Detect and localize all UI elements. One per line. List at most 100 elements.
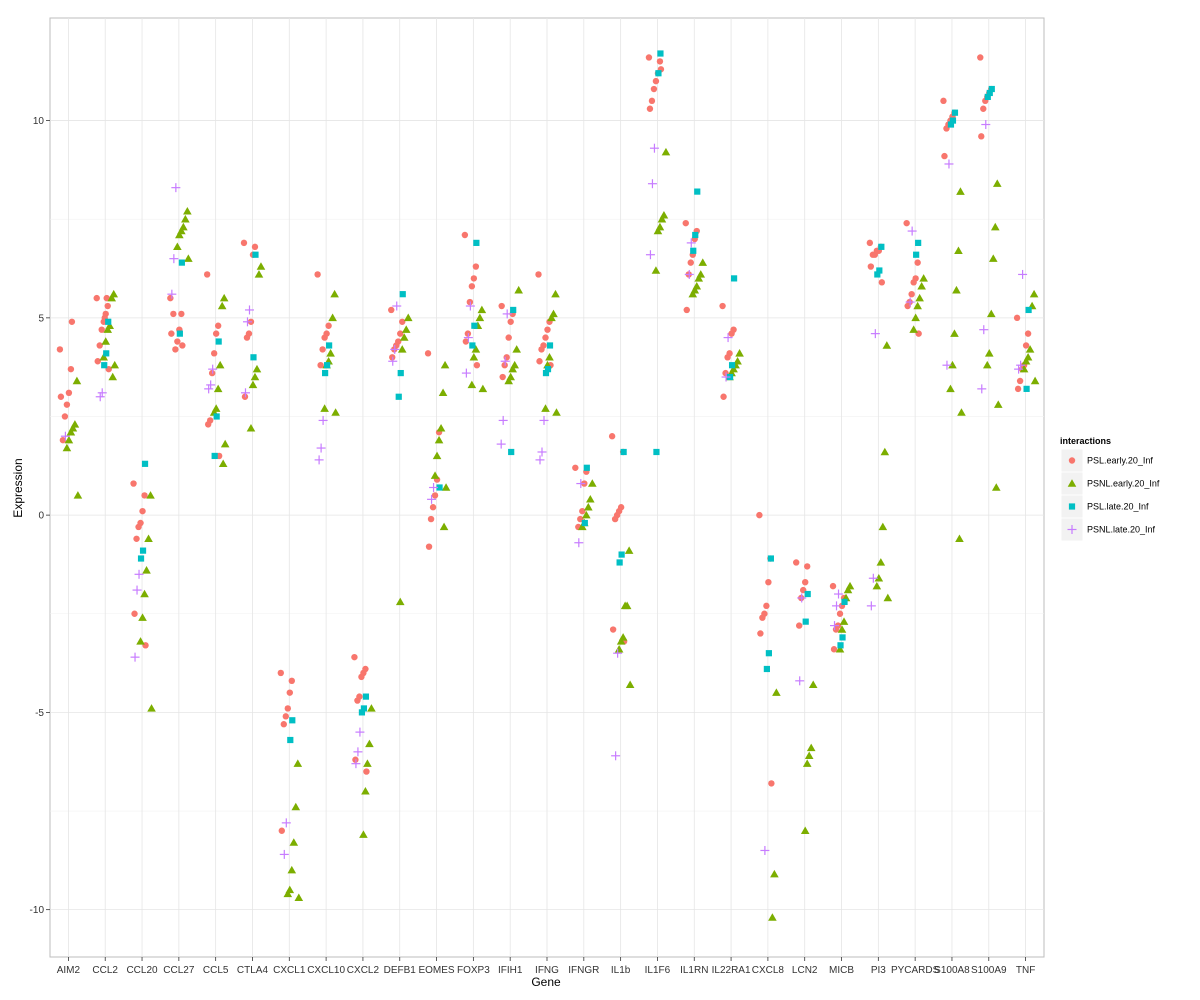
data-point bbox=[477, 305, 487, 314]
data-point bbox=[946, 384, 955, 393]
data-point bbox=[646, 105, 654, 112]
data-point bbox=[104, 302, 111, 310]
data-point bbox=[870, 329, 880, 339]
data-point bbox=[796, 622, 803, 629]
x-tick-label: IFNG bbox=[535, 965, 559, 976]
x-tick-label: CCL20 bbox=[126, 965, 158, 976]
x-tick-label: IL1b bbox=[611, 965, 631, 976]
data-point bbox=[399, 333, 409, 341]
data-point bbox=[537, 447, 547, 457]
data-point bbox=[461, 368, 471, 378]
data-point bbox=[502, 309, 512, 319]
data-point bbox=[768, 780, 775, 787]
legend-label: PSNL.early.20_Inf bbox=[1087, 479, 1160, 489]
x-tick-label: IL1RN bbox=[680, 965, 708, 976]
data-point bbox=[941, 152, 948, 160]
data-point bbox=[910, 279, 917, 286]
data-point bbox=[142, 566, 151, 574]
data-point bbox=[883, 593, 893, 602]
data-point bbox=[793, 559, 800, 566]
data-point bbox=[359, 830, 368, 838]
data-point bbox=[328, 313, 337, 322]
data-point bbox=[911, 313, 920, 322]
data-point bbox=[772, 688, 781, 696]
data-point bbox=[204, 384, 214, 394]
data-point bbox=[882, 341, 892, 349]
data-point bbox=[277, 669, 284, 677]
data-point bbox=[242, 317, 252, 327]
data-point bbox=[576, 479, 586, 489]
data-point bbox=[99, 353, 109, 361]
data-point bbox=[683, 306, 690, 314]
data-point bbox=[172, 346, 179, 353]
data-point bbox=[287, 736, 294, 744]
data-point bbox=[184, 254, 193, 262]
y-axis-title: Expression bbox=[11, 458, 25, 517]
data-point bbox=[800, 826, 810, 834]
data-point bbox=[980, 105, 987, 112]
data-point bbox=[98, 326, 105, 333]
data-point bbox=[475, 313, 485, 322]
data-point bbox=[698, 258, 708, 266]
data-point bbox=[282, 713, 289, 720]
data-point bbox=[319, 346, 326, 353]
data-point bbox=[913, 251, 920, 258]
data-point bbox=[430, 471, 440, 479]
data-point bbox=[952, 285, 961, 294]
data-point bbox=[756, 511, 763, 519]
data-point bbox=[620, 448, 627, 456]
data-point bbox=[1029, 289, 1039, 298]
data-point bbox=[1023, 385, 1030, 392]
data-point bbox=[465, 301, 475, 311]
data-point bbox=[993, 400, 1003, 408]
data-point bbox=[688, 289, 698, 298]
data-point bbox=[93, 294, 100, 302]
data-point bbox=[401, 325, 411, 333]
data-point bbox=[65, 389, 73, 397]
data-point bbox=[432, 451, 442, 460]
data-point bbox=[541, 404, 550, 412]
data-point bbox=[244, 305, 254, 315]
data-point bbox=[286, 689, 293, 696]
data-point bbox=[657, 50, 664, 57]
data-point bbox=[168, 330, 175, 337]
data-point bbox=[950, 329, 959, 337]
data-point bbox=[990, 222, 1000, 231]
data-point bbox=[625, 680, 635, 688]
data-point bbox=[620, 601, 630, 610]
data-point bbox=[1024, 330, 1032, 337]
data-point bbox=[765, 650, 772, 657]
data-point bbox=[508, 448, 515, 456]
data-point bbox=[940, 97, 947, 105]
data-point bbox=[322, 369, 329, 377]
data-point bbox=[876, 558, 886, 566]
data-point bbox=[915, 293, 924, 302]
data-point bbox=[728, 362, 736, 369]
y-tick-label: 5 bbox=[38, 313, 44, 324]
data-point bbox=[982, 360, 992, 369]
data-point bbox=[1019, 364, 1029, 373]
data-point bbox=[67, 365, 75, 373]
data-point bbox=[439, 522, 449, 531]
data-point bbox=[979, 325, 989, 335]
data-point bbox=[806, 743, 816, 752]
data-point bbox=[176, 330, 183, 337]
data-point bbox=[991, 483, 1001, 491]
data-point bbox=[804, 590, 811, 598]
data-point bbox=[613, 648, 623, 658]
data-point bbox=[539, 415, 549, 425]
data-point bbox=[839, 617, 849, 625]
legend-label: PSL.late.20_Inf bbox=[1087, 502, 1149, 512]
data-point bbox=[397, 330, 404, 337]
data-point bbox=[653, 226, 663, 235]
data-point bbox=[1022, 342, 1030, 349]
data-point bbox=[167, 294, 174, 302]
data-point bbox=[624, 546, 634, 554]
data-point bbox=[251, 243, 259, 251]
data-point bbox=[724, 354, 731, 361]
data-point bbox=[367, 704, 376, 712]
legend: interactions PSL.early.20_Inf PSNL.early.… bbox=[1060, 436, 1160, 542]
data-point bbox=[808, 680, 818, 688]
data-point bbox=[284, 705, 291, 712]
x-axis-title: Gene bbox=[531, 975, 561, 989]
